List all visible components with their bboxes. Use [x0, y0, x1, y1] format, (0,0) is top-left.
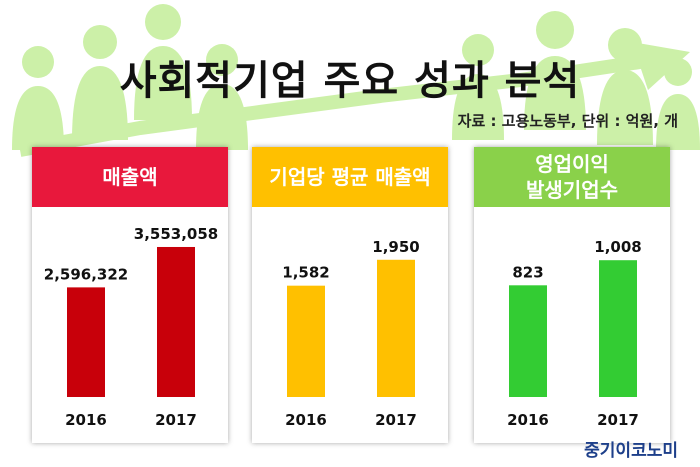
- x-tick-label: 2016: [507, 411, 549, 429]
- profit-firms-chart-panel: 영업이익 발생기업수 823 2016 1,008 2017: [474, 147, 670, 443]
- revenue-chart-panel: 매출액 2,596,322 2016 3,553,058 2017: [32, 147, 228, 443]
- bar-2016: [287, 285, 325, 397]
- profit-firms-chart-title-line: 발생기업수: [526, 178, 618, 202]
- source-note: 자료 : 고용노동부, 단위 : 억원, 개: [457, 112, 678, 130]
- x-tick-label: 2017: [597, 411, 639, 429]
- bar-value-label: 1,582: [282, 264, 329, 282]
- x-tick-label: 2017: [155, 411, 197, 429]
- bar-value-label: 823: [512, 263, 543, 281]
- bar-2016: [67, 287, 105, 397]
- bar-value-label: 1,008: [594, 238, 641, 256]
- bar-2016: [509, 285, 547, 397]
- avg-revenue-chart-header: 기업당 평균 매출액: [252, 147, 448, 207]
- avg-revenue-chart-title: 기업당 평균 매출액: [269, 165, 431, 189]
- bar-value-label: 2,596,322: [44, 265, 128, 283]
- bar-2017: [377, 259, 415, 397]
- profit-firms-chart-title-line: 영업이익: [535, 152, 609, 176]
- revenue-chart-title: 매출액: [102, 165, 158, 189]
- bar-value-label: 3,553,058: [134, 225, 218, 243]
- profit-firms-bar-chart: 823 2016 1,008 2017: [507, 238, 642, 429]
- x-tick-label: 2016: [65, 411, 107, 429]
- avg-revenue-bar-chart: 1,582 2016 1,950 2017: [282, 238, 419, 429]
- bar-2017: [599, 260, 637, 397]
- x-tick-label: 2017: [375, 411, 417, 429]
- page-title: 사회적기업 주요 성과 분석: [119, 58, 581, 104]
- avg-revenue-chart-panel: 기업당 평균 매출액 1,582 2016 1,950 2017: [252, 147, 448, 443]
- profit-firms-chart-title: 영업이익 발생기업수: [526, 151, 618, 203]
- revenue-chart-header: 매출액: [32, 147, 228, 207]
- revenue-bar-chart: 2,596,322 2016 3,553,058 2017: [44, 225, 218, 429]
- brand-logo-text: 중기이코노미: [584, 441, 678, 461]
- profit-firms-chart-header: 영업이익 발생기업수: [474, 147, 670, 207]
- x-tick-label: 2016: [285, 411, 327, 429]
- background-people-illustration: [12, 4, 700, 157]
- bar-value-label: 1,950: [372, 238, 419, 256]
- bar-2017: [157, 246, 195, 397]
